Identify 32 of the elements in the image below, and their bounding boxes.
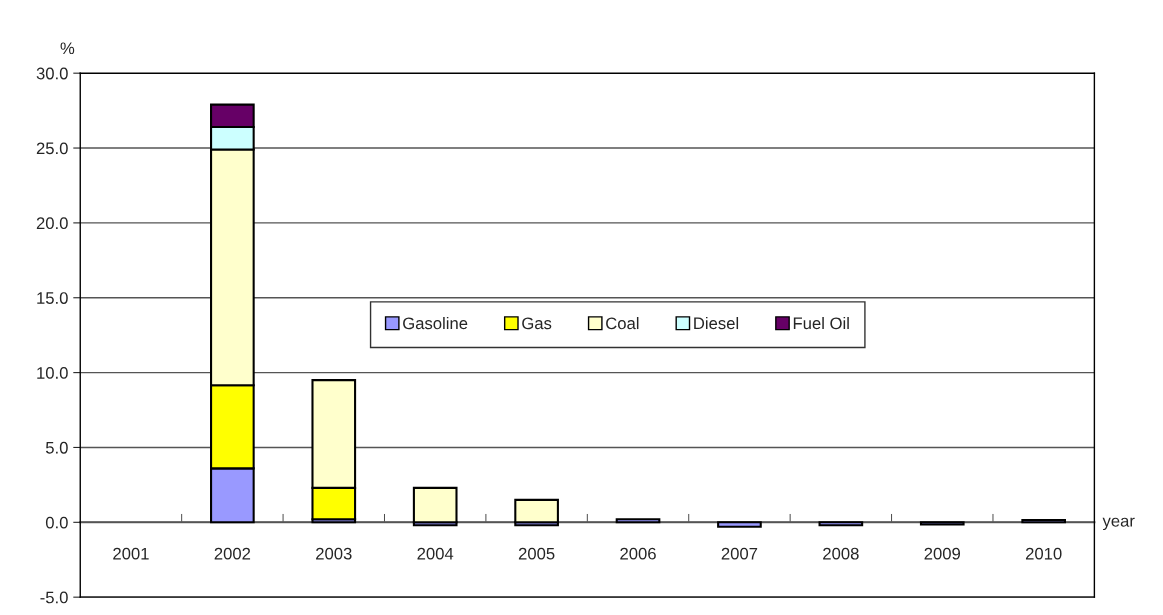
bar bbox=[717, 521, 762, 528]
bar bbox=[514, 498, 559, 524]
y-tick-label: 10.0 bbox=[37, 367, 68, 379]
y-tick-label: -5.0 bbox=[40, 591, 68, 604]
x-tick-label: 2003 bbox=[316, 547, 352, 560]
legend-label: Diesel bbox=[694, 316, 739, 330]
x-axis-title: year bbox=[1102, 517, 1135, 531]
x-tick-label: 2005 bbox=[518, 547, 555, 560]
y-axis-title: % bbox=[60, 42, 75, 55]
legend-label: Gas bbox=[522, 317, 552, 330]
legend-label: Coal bbox=[606, 316, 639, 330]
bar bbox=[818, 521, 864, 527]
bar bbox=[615, 518, 661, 524]
bar bbox=[919, 521, 965, 526]
legend-label: Gasoline bbox=[403, 316, 468, 330]
y-tick-label: 20.0 bbox=[36, 217, 68, 230]
x-tick-label: 2001 bbox=[113, 547, 149, 560]
x-tick-label: 2004 bbox=[417, 547, 454, 560]
x-tick-label: 2006 bbox=[620, 547, 656, 560]
y-tick-label: 15.0 bbox=[37, 292, 68, 304]
y-tick-label: 0.0 bbox=[45, 516, 68, 529]
legend-label: Fuel Oil bbox=[793, 316, 849, 330]
y-tick-label: 5.0 bbox=[45, 441, 68, 454]
x-tick-label: 2009 bbox=[924, 547, 961, 560]
bar bbox=[412, 486, 458, 524]
bar bbox=[1021, 519, 1067, 524]
x-tick-label: 2002 bbox=[214, 547, 251, 560]
x-tick-label: 2010 bbox=[1025, 547, 1062, 560]
y-tick-label: 25.0 bbox=[36, 142, 68, 155]
x-tick-label: 2007 bbox=[721, 547, 758, 560]
y-tick-label: 30.0 bbox=[36, 67, 68, 80]
x-tick-label: 2008 bbox=[823, 547, 859, 560]
